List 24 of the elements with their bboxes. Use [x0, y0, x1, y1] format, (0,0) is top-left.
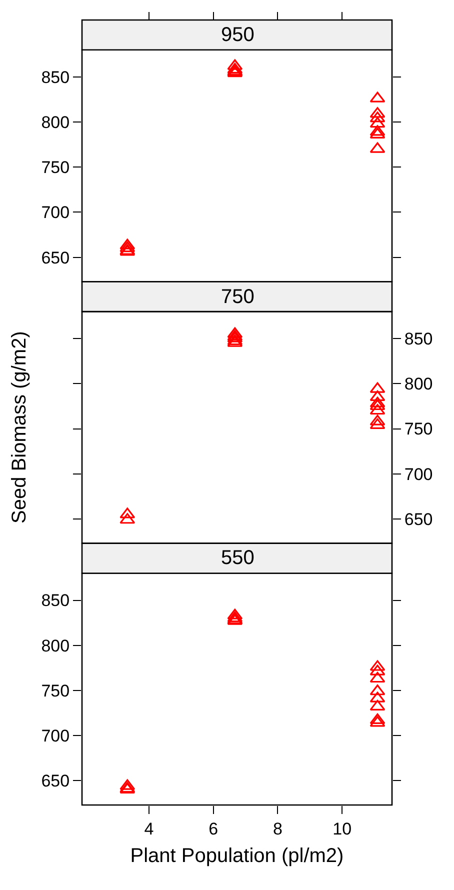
- y-tick-label: 750: [41, 158, 70, 178]
- x-tick-label: 10: [332, 819, 352, 838]
- y-tick-label: 800: [41, 112, 70, 132]
- y-tick-label: 750: [41, 681, 70, 700]
- x-tick-label: 6: [208, 819, 218, 838]
- y-tick-label: 700: [404, 464, 433, 484]
- y-tick-label: 650: [41, 248, 70, 268]
- y-tick-label: 750: [404, 420, 433, 439]
- y-tick-label: 650: [404, 510, 433, 529]
- y-tick-label: 850: [41, 591, 70, 610]
- chart-title: 550: [221, 547, 254, 569]
- y-tick-label: 700: [41, 726, 70, 746]
- x-tick-label: 8: [272, 819, 282, 838]
- y-tick-label: 700: [41, 203, 70, 222]
- y-tick-label: 850: [404, 330, 433, 349]
- y-tick-label: 650: [41, 772, 70, 791]
- chart-title: 750: [221, 286, 254, 308]
- x-tick-label: 4: [144, 819, 154, 838]
- y-axis-title: Seed Biomass (g/m2): [8, 331, 31, 524]
- x-axis-title: Plant Population (pl/m2): [130, 844, 344, 867]
- y-tick-label: 800: [41, 636, 70, 656]
- chart-title: 950: [221, 24, 254, 46]
- y-tick-label: 850: [41, 68, 70, 87]
- y-tick-label: 800: [404, 374, 433, 394]
